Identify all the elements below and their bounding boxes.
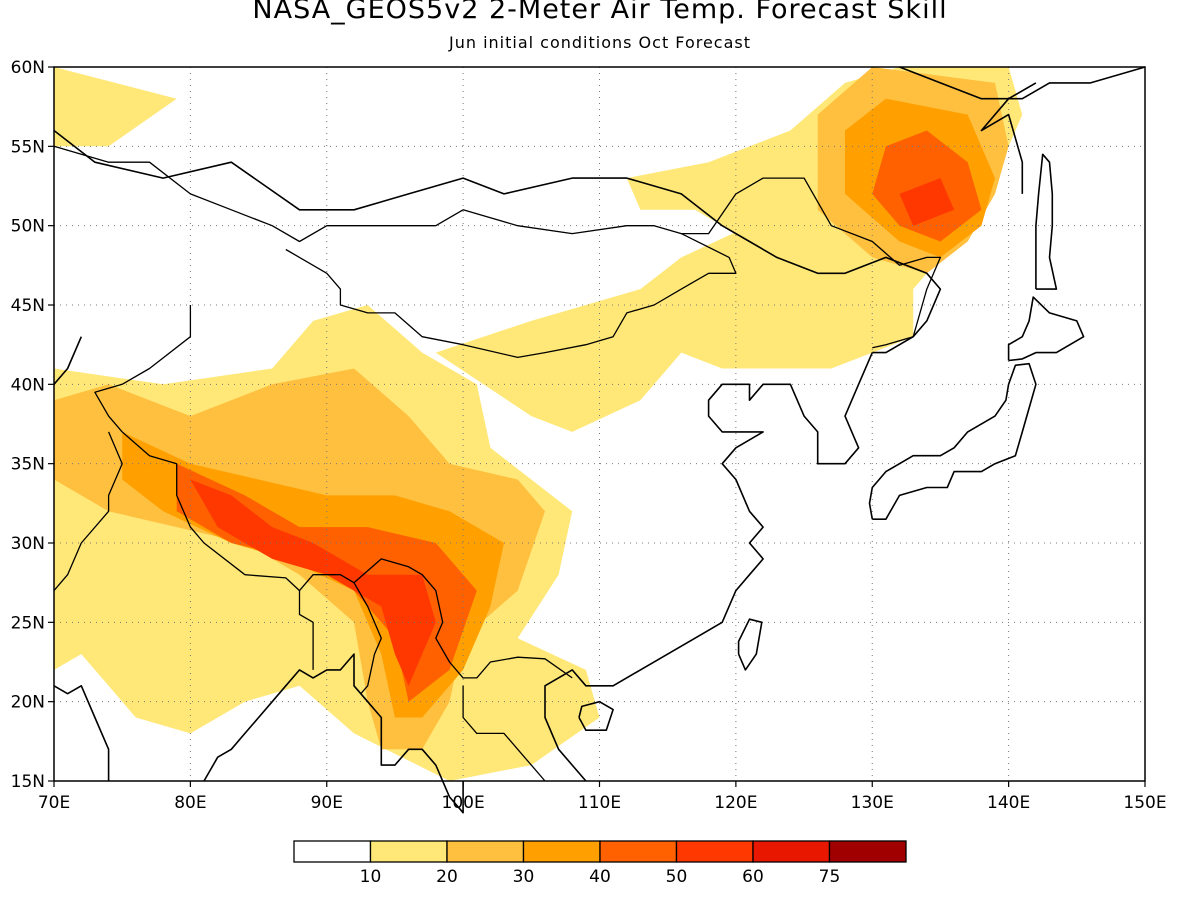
skill-region-0	[54, 67, 177, 147]
lon-tick-label: 110E	[578, 793, 621, 813]
legend-label: 50	[666, 867, 688, 887]
coastline-okhotsk-coast	[899, 66, 1146, 100]
gridlines	[54, 67, 1145, 781]
border-india-bangladesh-myanmar	[298, 590, 314, 670]
lat-tick-label: 20N	[11, 693, 45, 713]
border-kazakhstan-china	[94, 305, 192, 433]
lat-tick-label: 40N	[11, 375, 45, 395]
coastline-northwest-coast	[53, 129, 942, 354]
coastlines-layer	[53, 66, 1146, 814]
coastline-india-west-coast	[53, 684, 110, 781]
skill-region-10	[190, 479, 436, 686]
skill-shading-layer	[54, 67, 1023, 781]
legend-swatch-7	[828, 840, 907, 863]
lon-tick-label: 80E	[174, 793, 206, 813]
coastline-kamchatka-coast	[980, 82, 1037, 194]
legend-label: 40	[589, 867, 611, 887]
legend-label: 20	[436, 867, 458, 887]
border-china-south	[121, 431, 573, 679]
legend-label: 60	[742, 867, 764, 887]
lat-tick-label: 25N	[11, 613, 45, 633]
lat-tick-label: 60N	[11, 58, 45, 78]
color-legend: 10 20 30 40 50 60 75	[293, 840, 907, 887]
legend-label: 10	[360, 867, 382, 887]
skill-region-2	[435, 225, 914, 432]
lon-tick-label: 130E	[851, 793, 894, 813]
coastline-korea-china-coast	[544, 352, 874, 782]
lon-tick-label: 100E	[442, 793, 485, 813]
legend-swatch-0	[293, 840, 372, 863]
border-myanmar-east	[353, 582, 382, 695]
page-title: NASA_GEOS5v2 2-Meter Air Temp. Forecast …	[252, 0, 948, 25]
legend-label: 75	[819, 867, 841, 887]
lat-tick-label: 45N	[11, 296, 45, 316]
legend-swatch-2	[446, 840, 525, 863]
border-mongolia-china	[285, 233, 737, 359]
coastline-caspian-east-shore	[53, 336, 83, 385]
coastline-taiwan	[737, 618, 763, 671]
lon-tick-label: 70E	[38, 793, 70, 813]
longitude-ticks: 70E 80E 90E 100E 110E 120E 130E 140E 150E	[38, 781, 1167, 813]
lon-tick-label: 90E	[311, 793, 343, 813]
coastline-hainan	[578, 700, 614, 732]
lat-tick-label: 35N	[11, 455, 45, 475]
legend-swatch-1	[369, 840, 448, 863]
lat-tick-label: 55N	[11, 137, 45, 157]
lon-tick-label: 120E	[714, 793, 757, 813]
lon-tick-label: 140E	[987, 793, 1030, 813]
skill-region-11	[899, 178, 955, 226]
borders-layer	[53, 145, 942, 782]
legend-swatch-5	[675, 840, 754, 863]
coastline-japan-honshu	[868, 362, 1037, 521]
legend-swatch-3	[522, 840, 601, 863]
latitude-ticks: 15N 20N 25N 30N 35N 40N 45N 50N 55N 60N	[11, 58, 54, 792]
border-russia-kazakhstan	[53, 145, 942, 349]
border-india-pakistan	[53, 431, 123, 592]
lon-tick-label: 150E	[1123, 793, 1166, 813]
coastline-japan-hokkaido	[1007, 296, 1085, 362]
coastline-indochina-coast	[203, 653, 464, 814]
lat-tick-label: 30N	[11, 534, 45, 554]
legend-label: 30	[513, 867, 535, 887]
coastline-sakhalin	[1035, 153, 1058, 290]
legend-swatch-6	[752, 840, 831, 863]
border-mekong	[462, 685, 546, 782]
lat-tick-label: 50N	[11, 217, 45, 237]
lat-tick-label: 15N	[11, 772, 45, 792]
page-subtitle: Jun initial conditions Oct Forecast	[448, 33, 752, 52]
legend-swatch-4	[599, 840, 678, 863]
